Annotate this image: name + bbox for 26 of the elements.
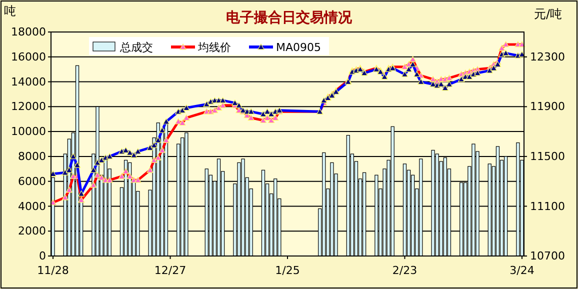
y2-tick-label: 11500 [530, 150, 565, 163]
y2-tick-label: 10700 [530, 250, 565, 263]
y-axis-title: 吨 [4, 4, 16, 18]
y-tick-label: 8000 [18, 150, 46, 163]
y2-tick-label: 12300 [530, 50, 565, 64]
y-tick-label: 4000 [18, 200, 46, 213]
legend-label: 均线价 [197, 41, 231, 54]
y2-tick-label: 11900 [530, 100, 565, 114]
legend-label: 总成交 [119, 41, 153, 54]
y-tick-label: 6000 [18, 174, 46, 188]
legend-label: MA0905 [276, 41, 322, 54]
y-tick-label: 16000 [11, 50, 46, 64]
y-tick-label: 2000 [18, 224, 46, 238]
y-tick-label: 18000 [11, 26, 46, 39]
x-tick-label: 11/28 [37, 264, 69, 277]
x-tick-label: 2/23 [392, 264, 418, 277]
chart-title: 电子撮合日交易情况 [226, 9, 353, 26]
y2-tick-label: 11100 [530, 200, 565, 213]
y2-axis-title: 元/吨 [534, 7, 562, 21]
x-tick-label: 12/27 [154, 264, 186, 277]
y-tick-label: 14000 [11, 75, 46, 88]
y-tick-label: 12000 [11, 100, 46, 114]
x-tick-label: 1/25 [275, 264, 300, 277]
y-tick-label: 10000 [11, 125, 46, 138]
y-tick-label: 0 [39, 250, 46, 263]
x-tick-label: 3/24 [510, 264, 534, 277]
